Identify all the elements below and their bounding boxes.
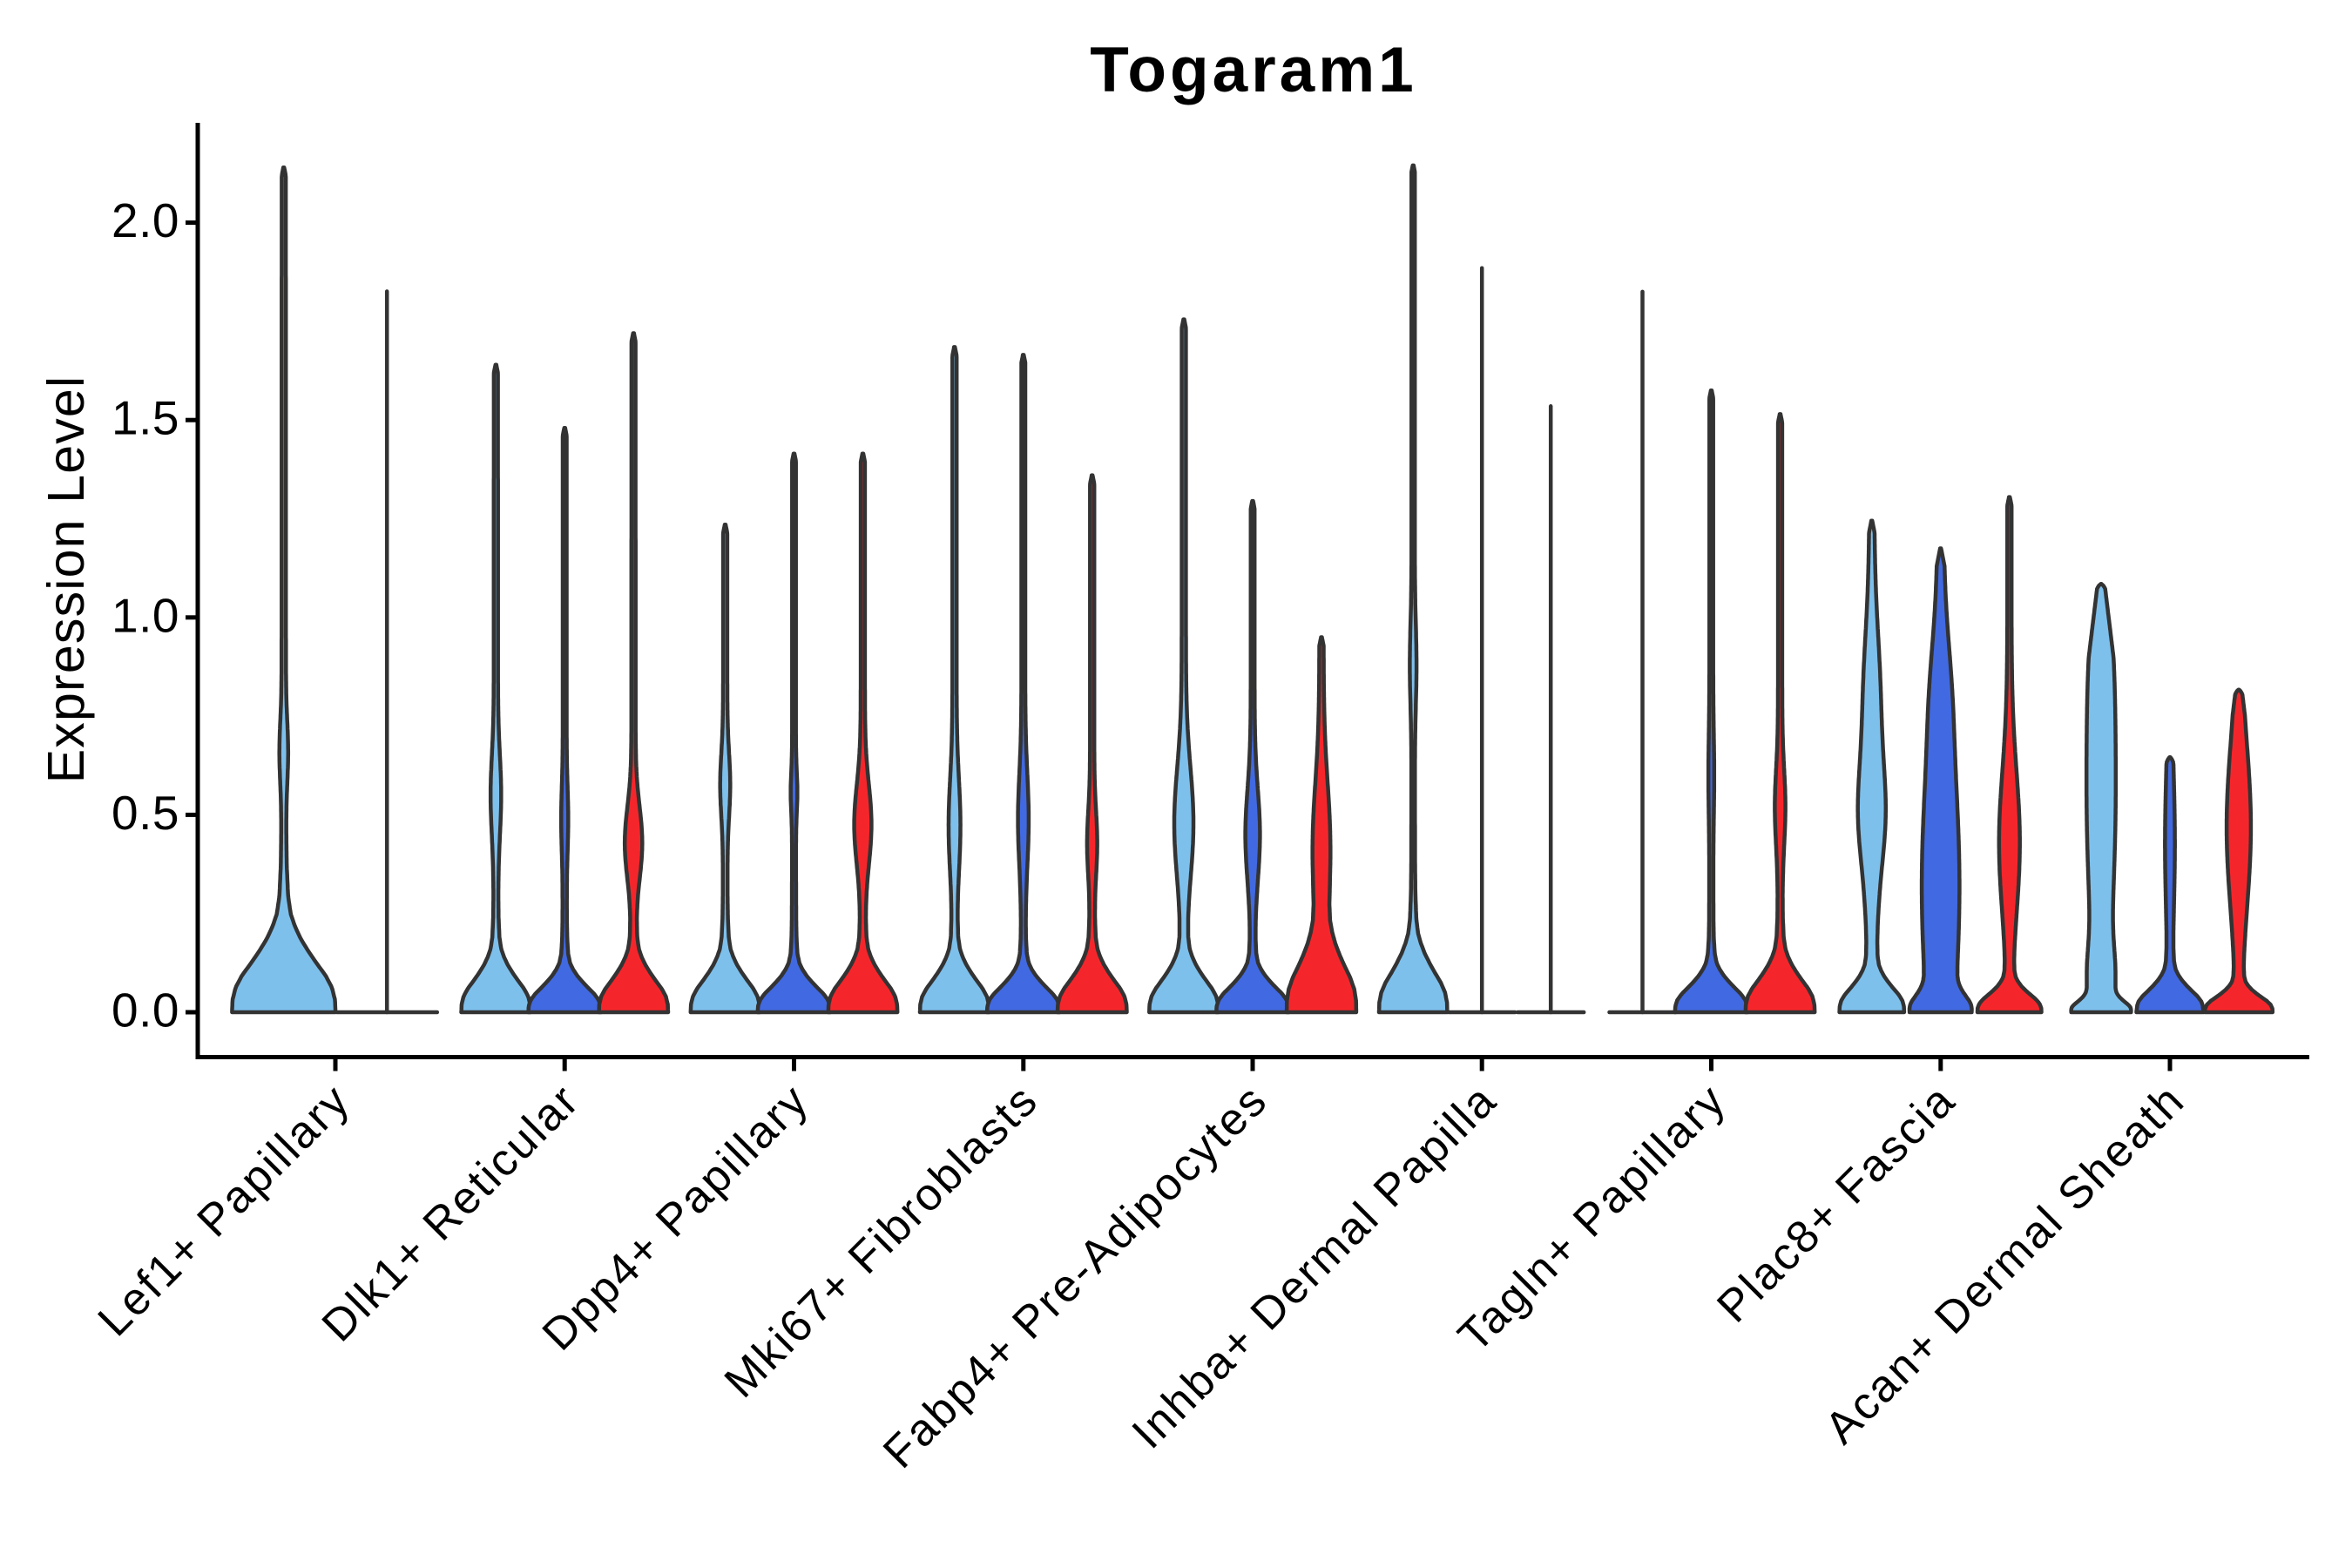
svg-text:1.5: 1.5 — [112, 391, 179, 445]
svg-text:Expression Level: Expression Level — [37, 375, 95, 784]
svg-text:Togaram1: Togaram1 — [1090, 35, 1416, 105]
svg-text:0.5: 0.5 — [112, 786, 179, 840]
svg-text:2.0: 2.0 — [112, 193, 179, 247]
svg-text:1.0: 1.0 — [112, 588, 179, 642]
svg-text:0.0: 0.0 — [112, 983, 179, 1037]
